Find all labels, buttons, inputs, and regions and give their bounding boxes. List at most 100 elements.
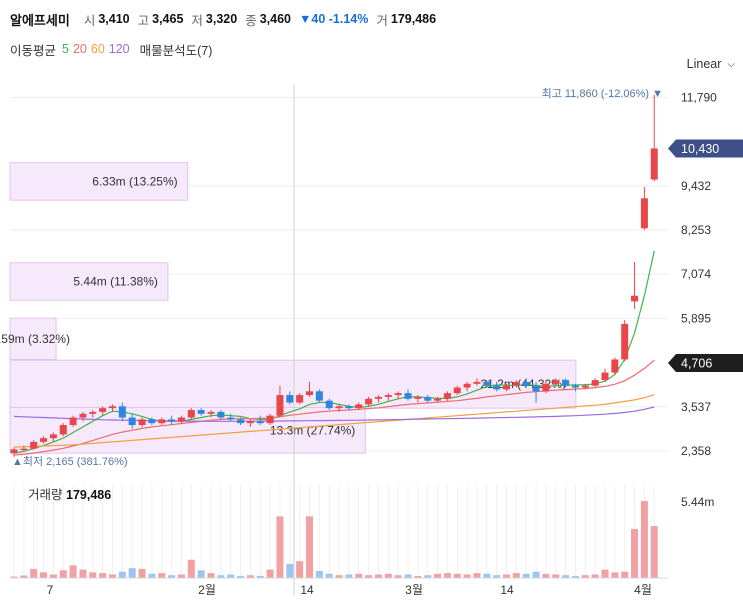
profile-bar [9,162,189,201]
volume-bar [512,573,520,578]
y-tick-label: 9,432 [681,179,711,193]
profile-label: 13.3m (27.74%) [270,423,355,437]
volume-bar [355,573,363,578]
x-axis: 7 2월 14 3월 14 4월 [10,577,668,597]
candle-body [512,381,520,386]
scale-selector[interactable]: Linear ⌵ [687,57,735,71]
volume-bar [109,574,116,578]
price-header: 알에프세미 시 3,410 고 3,465 저 3,320 종 3,460 ▼4… [10,8,444,30]
profile-label: 6.33m (13.25%) [92,174,177,188]
volume-bar [168,575,176,578]
volume-bar [20,575,28,578]
volume-bar [434,573,442,578]
candle-body [286,395,294,403]
candle-body [89,411,97,414]
candle-body [473,381,481,384]
volume-bar [650,526,658,578]
ma120-label[interactable]: 120 [108,42,130,56]
candle-body [581,385,589,388]
close-value: 3,460 [259,12,291,26]
candle-body [306,391,313,396]
volume-bar [414,575,422,578]
candle-body [128,417,136,426]
candle-body [49,434,57,439]
current-price-tag [668,139,743,158]
ma20-label[interactable]: 20 [72,42,87,56]
volume-bar [394,575,402,578]
scale-label[interactable]: Linear [686,57,722,71]
volume-bar [69,565,77,578]
candle-body [296,395,304,403]
x-tick-label: 4월 [634,583,652,597]
volume-bar [591,574,599,578]
volume-bar [640,500,648,578]
candle-body [414,396,422,399]
candle-body [315,391,323,401]
volume-profile: 6.33m (13.25%) 5.44m (11.38%) 1.59m (3.32%… [0,162,577,454]
volume-bar [315,570,323,578]
candle-body [237,419,245,424]
candle-body [40,438,48,442]
candle-body [621,323,629,360]
volume-bar [532,571,540,578]
candle-body [187,410,195,418]
volume-bar [631,528,639,578]
current-price-label: 10,430 [681,142,719,156]
ma60-label[interactable]: 60 [90,42,105,56]
candle-body [374,396,382,399]
candle-body [503,385,510,390]
volume-bar [503,574,510,578]
candle-body [355,404,363,409]
volume-bar [266,569,274,578]
volume-bar [552,574,560,578]
candle-body [463,383,471,388]
candle-body [562,380,570,386]
y-tick-label: 3,537 [681,400,711,414]
y-tick-label: 11,790 [681,90,717,104]
volume-bar [335,575,343,578]
candle-body [266,415,274,424]
volume-bars: 5.44m [10,495,714,578]
ma-label[interactable]: 이동평균 [10,43,57,58]
candle-body [542,383,550,392]
volume-bar [522,573,530,578]
volume-profile-label[interactable]: 매물분석도(7) [139,43,213,58]
ma5-label[interactable]: 5 [62,42,69,56]
volume-bar [49,574,57,578]
volume-bar [562,575,570,578]
volume-title-value: 179,486 [66,488,112,502]
profile-bar [9,317,57,360]
candle-body [207,411,215,414]
stock-name: 알에프세미 [10,12,70,28]
chevron-down-icon[interactable]: ⌵ [727,58,735,70]
volume-bar [384,573,392,578]
candle-body [483,381,491,386]
candle-body [325,400,333,409]
volume-bar [227,574,235,578]
volume-bar [246,575,254,578]
indicator-legend[interactable]: 이동평균 5 20 60 120 매물분석도(7) [10,39,216,59]
candle-body [168,419,176,422]
volume-bar [237,575,245,578]
candle-body [424,396,432,401]
volume-bar [601,569,609,578]
candle-body [138,419,146,426]
x-tick-label: 3월 [405,583,423,597]
candle-body [99,408,107,412]
candle-body [276,395,284,416]
x-tick-label: 14 [300,583,314,597]
max-price-label: 최고 11,860 (-12.06%) ▼ [542,87,663,100]
candle-body [118,406,126,418]
volume-bar [581,575,589,578]
volume-bar [276,516,284,578]
candle-body [345,406,353,409]
chart-annotations: 최고 11,860 (-12.06%) ▼ ▲최저 2,165 (381.76%) [12,87,663,468]
volume-bar [473,573,481,578]
candle-body [571,385,579,388]
ref-price-label: 4,706 [681,356,712,370]
candle-body [404,393,412,399]
volume-bar [571,575,579,578]
volume-title: 거래량 179,486 [28,484,111,503]
y-tick-label: 5,895 [681,311,711,325]
